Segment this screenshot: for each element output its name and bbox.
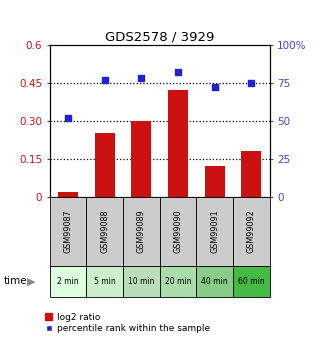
Text: ▶: ▶ [27,276,36,286]
Text: 2 min: 2 min [57,277,79,286]
Text: 5 min: 5 min [94,277,116,286]
Bar [160,266,196,297]
Text: GSM99092: GSM99092 [247,209,256,253]
Bar [50,197,86,266]
Text: 60 min: 60 min [238,277,265,286]
Bar [123,197,160,266]
Bar [50,266,86,297]
Bar [196,197,233,266]
Title: GDS2578 / 3929: GDS2578 / 3929 [105,31,214,44]
Bar [86,197,123,266]
Bar [233,266,270,297]
Text: time: time [3,276,27,286]
Bar [86,266,123,297]
Bar [233,197,270,266]
Point [249,80,254,86]
Bar [168,90,188,197]
Bar [204,166,225,197]
Point [212,85,217,90]
Legend: log2 ratio, percentile rank within the sample: log2 ratio, percentile rank within the s… [41,309,213,337]
Point [139,76,144,81]
Bar [58,191,78,197]
Bar [241,151,261,197]
Point [65,115,71,120]
Bar [95,134,115,197]
Bar [131,121,152,197]
Text: 10 min: 10 min [128,277,155,286]
Text: GSM99090: GSM99090 [174,209,183,253]
Text: GSM99089: GSM99089 [137,209,146,253]
Bar [123,266,160,297]
Text: GSM99087: GSM99087 [64,209,73,253]
Text: GSM99091: GSM99091 [210,209,219,253]
Bar [196,266,233,297]
Text: GSM99088: GSM99088 [100,209,109,253]
Text: 40 min: 40 min [201,277,228,286]
Point [176,69,181,75]
Point [102,77,107,82]
Text: 20 min: 20 min [165,277,191,286]
Bar [160,197,196,266]
